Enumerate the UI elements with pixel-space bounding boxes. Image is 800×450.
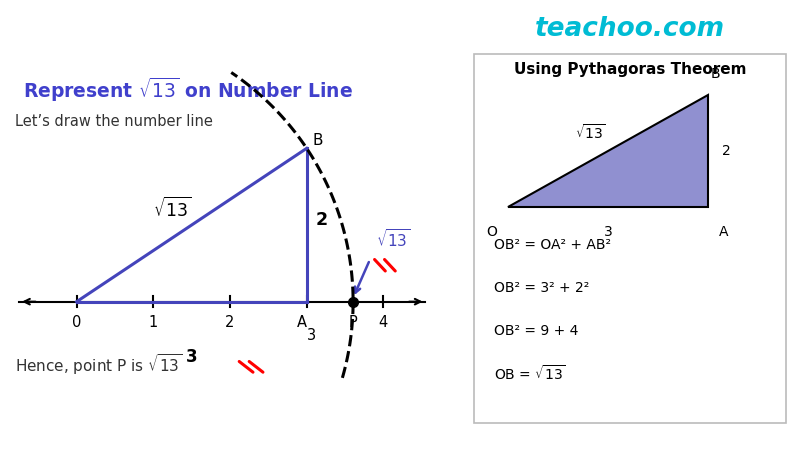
Text: O: O bbox=[486, 225, 498, 239]
Text: 3: 3 bbox=[306, 328, 316, 343]
Text: B: B bbox=[313, 132, 323, 148]
Text: $\sqrt{13}$: $\sqrt{13}$ bbox=[376, 227, 410, 249]
Text: $\sqrt{13}$: $\sqrt{13}$ bbox=[575, 123, 606, 142]
Text: OB² = 3² + 2²: OB² = 3² + 2² bbox=[494, 281, 590, 295]
Text: A: A bbox=[297, 315, 306, 330]
Text: P: P bbox=[349, 315, 358, 330]
Text: Using Pythagoras Theorem: Using Pythagoras Theorem bbox=[514, 62, 746, 77]
Text: Represent $\sqrt{13}$ on Number Line: Represent $\sqrt{13}$ on Number Line bbox=[23, 76, 353, 104]
Text: B: B bbox=[710, 67, 720, 81]
Text: 4: 4 bbox=[378, 315, 388, 330]
Text: OB = $\sqrt{13}$: OB = $\sqrt{13}$ bbox=[494, 364, 566, 383]
Text: $\sqrt{13}$: $\sqrt{13}$ bbox=[153, 197, 192, 221]
Text: 0: 0 bbox=[72, 315, 82, 330]
Text: teachoo.com: teachoo.com bbox=[535, 16, 725, 42]
Text: A: A bbox=[718, 225, 728, 239]
Text: 2: 2 bbox=[316, 211, 328, 229]
Text: OB² = OA² + AB²: OB² = OA² + AB² bbox=[494, 238, 611, 252]
FancyBboxPatch shape bbox=[474, 54, 786, 423]
Text: 2: 2 bbox=[722, 144, 730, 158]
Text: Hence, point P is $\sqrt{13}$: Hence, point P is $\sqrt{13}$ bbox=[15, 352, 182, 377]
Polygon shape bbox=[507, 94, 708, 207]
Text: 1: 1 bbox=[149, 315, 158, 330]
Text: OB² = 9 + 4: OB² = 9 + 4 bbox=[494, 324, 578, 338]
Text: 3: 3 bbox=[603, 225, 612, 239]
Text: 3: 3 bbox=[186, 348, 198, 366]
Text: Let’s draw the number line: Let’s draw the number line bbox=[15, 114, 214, 129]
Text: 2: 2 bbox=[226, 315, 234, 330]
